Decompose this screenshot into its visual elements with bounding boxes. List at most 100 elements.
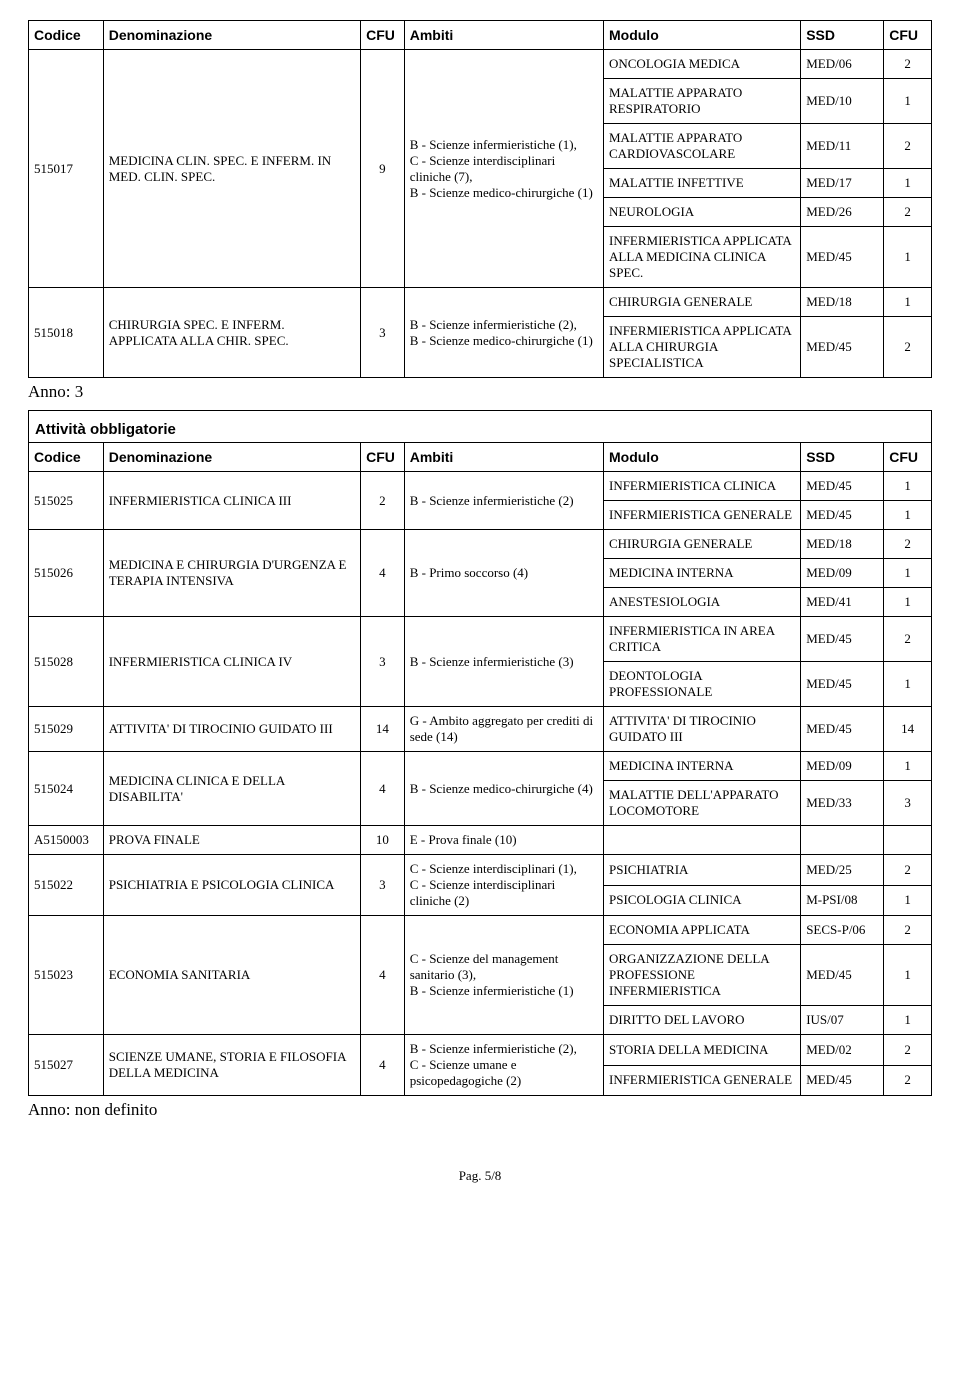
cell-ssd: MED/45 [801, 662, 884, 707]
cell-ssd: MED/45 [801, 501, 884, 530]
cell-cfu2: 1 [884, 1006, 932, 1035]
cell-denom: PSICHIATRIA E PSICOLOGIA CLINICA [103, 855, 360, 916]
cell-cfu2: 2 [884, 198, 932, 227]
cell-ambiti: B - Primo soccorso (4) [404, 530, 603, 617]
cell-modulo: ONCOLOGIA MEDICA [603, 50, 800, 79]
cell-cfu2: 1 [884, 288, 932, 317]
cell-denom: MEDICINA CLIN. SPEC. E INFERM. IN MED. C… [103, 50, 360, 288]
cell-ssd: MED/02 [801, 1035, 884, 1066]
cell-modulo: ANESTESIOLOGIA [603, 588, 800, 617]
cell-modulo: CHIRURGIA GENERALE [603, 530, 800, 559]
cell-ssd: MED/11 [801, 124, 884, 169]
cell-cfu: 14 [361, 707, 405, 752]
cell-denom: MEDICINA CLINICA E DELLA DISABILITA' [103, 752, 360, 826]
cell-ambiti: C - Scienze del management sanitario (3)… [404, 916, 603, 1035]
cell-ssd: MED/33 [801, 781, 884, 826]
table-row: A5150003 PROVA FINALE 10 E - Prova final… [29, 826, 932, 855]
cell-modulo: MALATTIE APPARATO RESPIRATORIO [603, 79, 800, 124]
cell-ssd: MED/26 [801, 198, 884, 227]
cell-cfu: 9 [361, 50, 405, 288]
cell-denom: ATTIVITA' DI TIROCINIO GUIDATO III [103, 707, 360, 752]
cell-codice: 515028 [29, 617, 104, 707]
cell-ssd: MED/45 [801, 945, 884, 1006]
cell-modulo: INFERMIERISTICA APPLICATA ALLA MEDICINA … [603, 227, 800, 288]
col-cfu: CFU [361, 21, 405, 50]
anno-3-label: Anno: 3 [28, 382, 932, 402]
cell-cfu: 2 [361, 472, 405, 530]
table-row: 515018 CHIRURGIA SPEC. E INFERM. APPLICA… [29, 288, 932, 317]
cell-denom: ECONOMIA SANITARIA [103, 916, 360, 1035]
cell-ssd: MED/18 [801, 288, 884, 317]
cell-cfu2: 1 [884, 501, 932, 530]
cell-cfu: 4 [361, 916, 405, 1035]
cell-modulo: INFERMIERISTICA GENERALE [603, 501, 800, 530]
col-modulo: Modulo [603, 21, 800, 50]
cell-ssd: IUS/07 [801, 1006, 884, 1035]
table-row: 515028 INFERMIERISTICA CLINICA IV 3 B - … [29, 617, 932, 662]
anno-nondef-label: Anno: non definito [28, 1100, 932, 1120]
cell-cfu2: 1 [884, 945, 932, 1006]
cell-denom: MEDICINA E CHIRURGIA D'URGENZA E TERAPIA… [103, 530, 360, 617]
cell-modulo: PSICOLOGIA CLINICA [603, 885, 800, 916]
col-modulo: Modulo [603, 443, 800, 472]
cell-ssd: MED/45 [801, 472, 884, 501]
cell-ssd: MED/17 [801, 169, 884, 198]
cell-ssd: MED/25 [801, 855, 884, 886]
cell-cfu2: 2 [884, 530, 932, 559]
col-cfu2: CFU [884, 443, 932, 472]
cell-modulo: ATTIVITA' DI TIROCINIO GUIDATO III [603, 707, 800, 752]
cell-codice: 515029 [29, 707, 104, 752]
page-footer: Pag. 5/8 [28, 1168, 932, 1184]
table-row: 515017 MEDICINA CLIN. SPEC. E INFERM. IN… [29, 50, 932, 79]
cell-codice: A5150003 [29, 826, 104, 855]
cell-cfu2: 2 [884, 317, 932, 378]
cell-ssd: M-PSI/08 [801, 885, 884, 916]
cell-cfu: 3 [361, 288, 405, 378]
cell-modulo: INFERMIERISTICA APPLICATA ALLA CHIRURGIA… [603, 317, 800, 378]
table-header-row: Codice Denominazione CFU Ambiti Modulo S… [29, 443, 932, 472]
col-cfu: CFU [361, 443, 405, 472]
cell-cfu2: 1 [884, 472, 932, 501]
col-ambiti: Ambiti [404, 443, 603, 472]
cell-modulo: INFERMIERISTICA GENERALE [603, 1065, 800, 1096]
courses-table-1: Codice Denominazione CFU Ambiti Modulo S… [28, 20, 932, 378]
cell-modulo: PSICHIATRIA [603, 855, 800, 886]
cell-cfu2: 2 [884, 50, 932, 79]
cell-cfu2: 2 [884, 1065, 932, 1096]
cell-ssd [801, 826, 884, 855]
cell-modulo: DIRITTO DEL LAVORO [603, 1006, 800, 1035]
cell-cfu: 3 [361, 855, 405, 916]
cell-modulo: CHIRURGIA GENERALE [603, 288, 800, 317]
courses-table-2: Codice Denominazione CFU Ambiti Modulo S… [28, 442, 932, 1096]
cell-ssd: MED/45 [801, 1065, 884, 1096]
cell-ssd: MED/06 [801, 50, 884, 79]
cell-cfu2: 1 [884, 885, 932, 916]
cell-denom: SCIENZE UMANE, STORIA E FILOSOFIA DELLA … [103, 1035, 360, 1096]
cell-modulo: DEONTOLOGIA PROFESSIONALE [603, 662, 800, 707]
cell-codice: 515022 [29, 855, 104, 916]
col-codice: Codice [29, 21, 104, 50]
cell-ssd: MED/45 [801, 227, 884, 288]
cell-cfu2: 2 [884, 124, 932, 169]
cell-modulo: INFERMIERISTICA CLINICA [603, 472, 800, 501]
cell-ambiti: C - Scienze interdisciplinari (1), C - S… [404, 855, 603, 916]
col-cfu2: CFU [884, 21, 932, 50]
cell-ssd: MED/45 [801, 317, 884, 378]
cell-cfu2: 1 [884, 559, 932, 588]
cell-ssd: MED/10 [801, 79, 884, 124]
table-row: 515024 MEDICINA CLINICA E DELLA DISABILI… [29, 752, 932, 781]
cell-ssd: MED/45 [801, 707, 884, 752]
cell-ambiti: B - Scienze infermieristiche (2), B - Sc… [404, 288, 603, 378]
cell-modulo [603, 826, 800, 855]
table-row: 515027 SCIENZE UMANE, STORIA E FILOSOFIA… [29, 1035, 932, 1066]
cell-cfu: 10 [361, 826, 405, 855]
cell-codice: 515024 [29, 752, 104, 826]
cell-cfu2: 14 [884, 707, 932, 752]
cell-ambiti: G - Ambito aggregato per crediti di sede… [404, 707, 603, 752]
cell-codice: 515023 [29, 916, 104, 1035]
cell-denom: INFERMIERISTICA CLINICA III [103, 472, 360, 530]
cell-ambiti: B - Scienze infermieristiche (1), C - Sc… [404, 50, 603, 288]
cell-codice: 515027 [29, 1035, 104, 1096]
cell-cfu2: 1 [884, 79, 932, 124]
cell-cfu2: 1 [884, 169, 932, 198]
